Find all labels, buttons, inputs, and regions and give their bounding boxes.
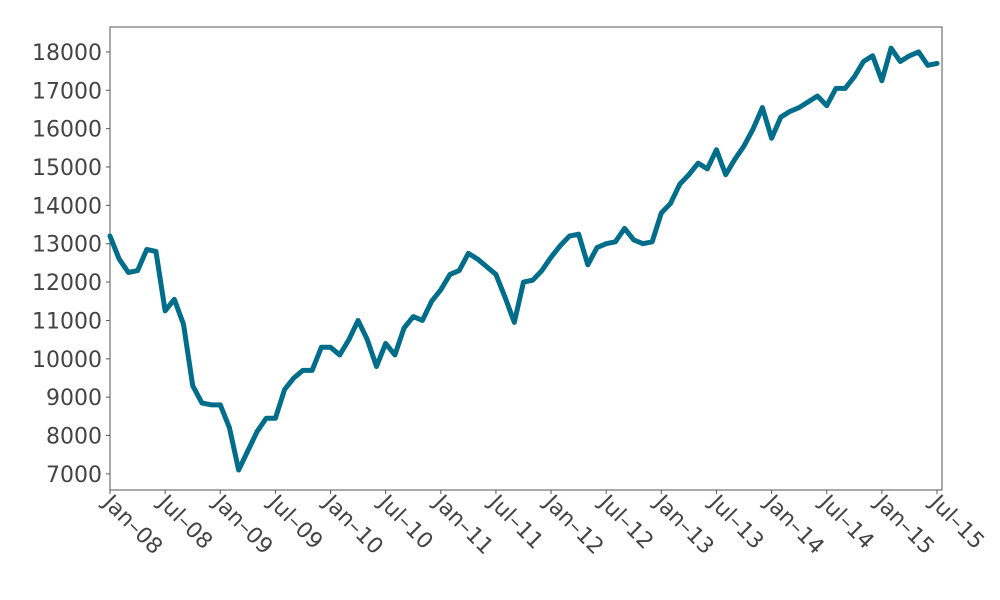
y-tick-label: 9000 [46, 386, 102, 411]
x-tick-label: Jan–09 [207, 489, 278, 560]
y-tick-label: 16000 [32, 118, 102, 143]
y-tick-label: 7000 [46, 463, 102, 488]
y-tick-label: 15000 [32, 156, 102, 181]
plot-frame [109, 26, 943, 491]
y-tick-label: 12000 [32, 271, 102, 296]
y-tick-label: 17000 [32, 79, 102, 104]
y-tick-label: 11000 [32, 309, 102, 334]
x-tick-label: Jan–10 [317, 489, 388, 560]
x-tick-label: Jan–12 [537, 489, 608, 560]
series-line [107, 45, 940, 473]
x-tick-label: Jan–13 [648, 489, 719, 560]
y-tick-label: 8000 [46, 425, 102, 450]
x-tick-label: Jan–14 [758, 489, 829, 560]
y-tick-label: 10000 [32, 348, 102, 373]
y-tick-label: 18000 [32, 41, 102, 66]
x-tick-label: Jan–11 [427, 489, 498, 560]
y-tick-label: 14000 [32, 194, 102, 219]
y-tick-label: 13000 [32, 233, 102, 258]
x-tick-label: Jan–08 [96, 489, 167, 560]
x-tick-label: Jan–15 [868, 489, 939, 560]
